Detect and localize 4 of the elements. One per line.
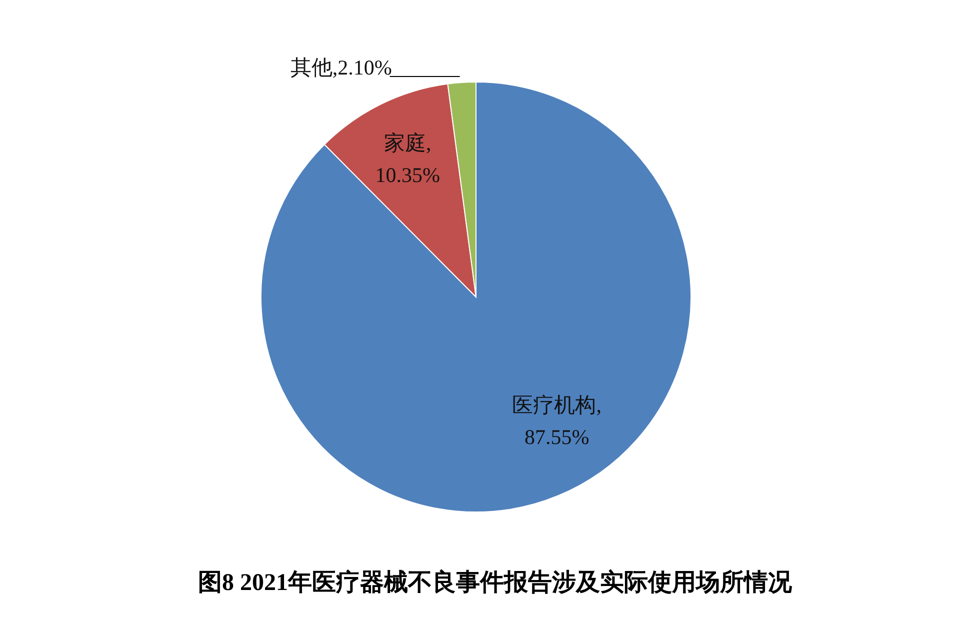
slice-label: 其他,2.10% — [290, 55, 392, 80]
slice-label: 家庭, 10.35% — [375, 131, 440, 188]
slice-label: 医疗机构, 87.55% — [512, 393, 602, 450]
text: 图8 2021年医疗器械不良事件报告涉及实际使用场所情况 — [198, 569, 793, 596]
